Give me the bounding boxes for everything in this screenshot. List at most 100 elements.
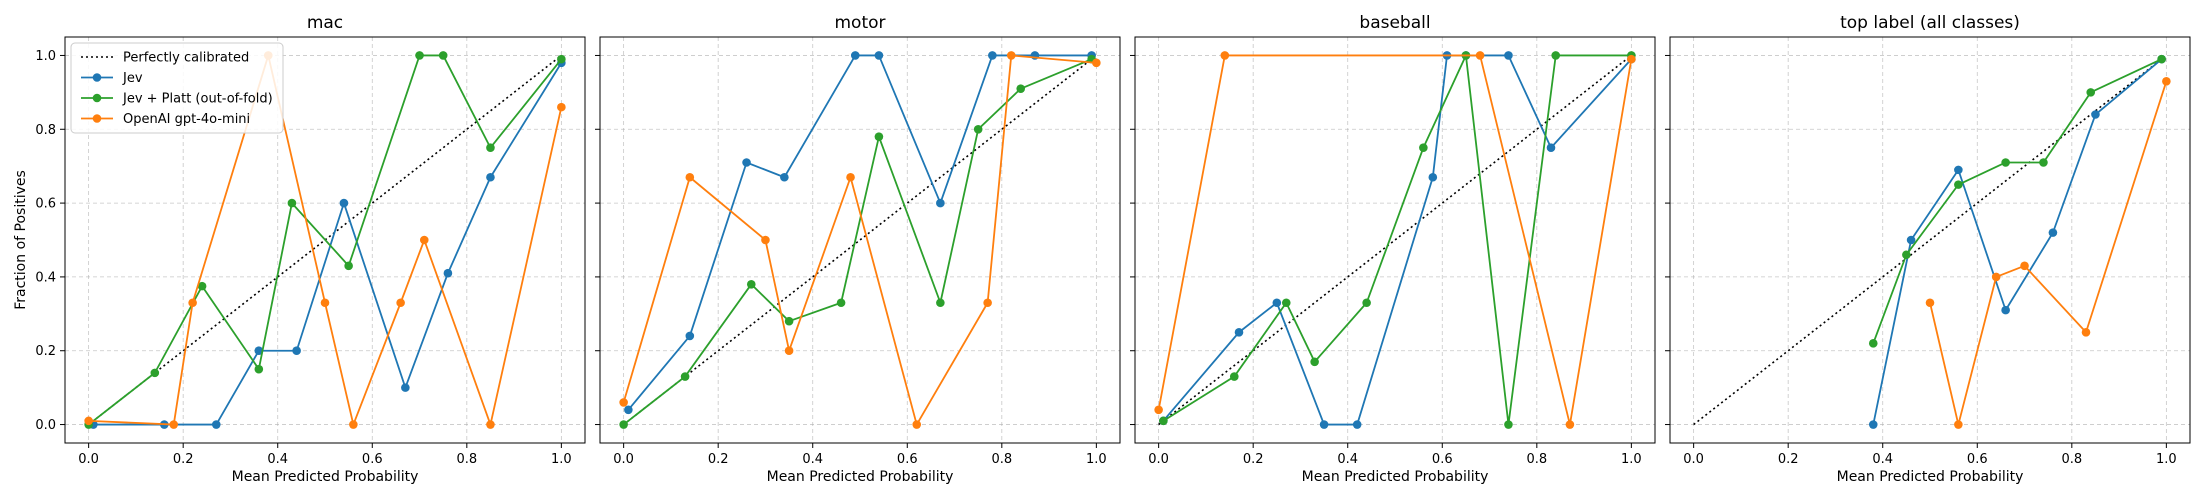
x-tick-label: 0.0 xyxy=(613,452,634,467)
x-tick-label: 0.4 xyxy=(1872,452,1893,467)
data-point xyxy=(197,281,207,291)
plot-frame xyxy=(1134,36,1656,444)
x-tick-label: 0.4 xyxy=(802,452,823,467)
series-openai-gpt-4o-mini xyxy=(84,51,566,429)
x-tick-label: 1.0 xyxy=(1621,452,1642,467)
y-axis-label: Fraction of Positives xyxy=(13,170,29,310)
series-line xyxy=(88,54,563,426)
series-line xyxy=(93,62,563,426)
data-point xyxy=(850,51,860,60)
data-point xyxy=(486,172,495,182)
x-tick-label: 0.8 xyxy=(991,452,1012,467)
data-point xyxy=(1504,420,1513,429)
plot-frame xyxy=(64,36,586,444)
panel-title: motor xyxy=(834,13,885,33)
data-point xyxy=(1868,339,1878,348)
data-point xyxy=(619,420,628,429)
data-point xyxy=(874,51,884,60)
series-openai-gpt-4o-mini xyxy=(1925,76,2171,429)
data-point xyxy=(1319,420,1329,429)
x-tick-label: 0.2 xyxy=(1243,452,1264,467)
series-line xyxy=(1872,58,2163,344)
data-point xyxy=(1991,272,2001,282)
data-point xyxy=(780,172,789,182)
chart-panel-4: 0.0 0.2 0.4 0.6 0.8 1.0 top label (all classes… xyxy=(1665,13,2191,485)
data-point xyxy=(1565,420,1575,429)
data-point xyxy=(419,235,429,245)
series-jev-platt-out-of-fold- xyxy=(1159,51,1636,429)
legend-marker xyxy=(92,114,102,123)
data-point xyxy=(936,298,945,308)
data-point xyxy=(1362,298,1371,308)
data-point xyxy=(396,298,405,308)
data-point xyxy=(1006,51,1016,60)
data-point xyxy=(1428,172,1438,182)
x-tick-label: 0.6 xyxy=(897,452,918,467)
series-line xyxy=(623,58,1092,426)
series-line xyxy=(627,54,1092,411)
x-tick-label: 1.0 xyxy=(1086,452,1107,467)
data-point xyxy=(486,420,495,429)
data-point xyxy=(973,124,983,134)
data-point xyxy=(685,172,695,182)
legend: Perfectly calibrated Jev Jev + Platt (out-… xyxy=(70,42,284,134)
x-axis-label: Mean Predicted Probability xyxy=(767,469,954,485)
legend-item: OpenAI gpt-4o-mini xyxy=(81,112,250,127)
data-point xyxy=(1954,420,1963,429)
y-tick-label: 0.8 xyxy=(35,123,56,138)
series-jev xyxy=(624,51,1096,415)
x-tick-label: 0.2 xyxy=(708,452,729,467)
data-point xyxy=(443,268,453,278)
chart-panel-2: 0.0 0.2 0.4 0.6 0.8 1.0 motor Mean Predicted Pr… xyxy=(595,13,1121,485)
data-point xyxy=(1281,298,1291,308)
x-tick-label: 0.8 xyxy=(2061,452,2082,467)
series-line xyxy=(1929,81,2168,426)
data-point xyxy=(746,279,756,289)
data-point xyxy=(349,420,358,429)
legend-marker xyxy=(92,73,102,82)
chart-panels: 0.0 0.2 0.4 0.6 0.8 1.0 0.0 0.2 0.4 0.6 0.8 1.0 mac M… xyxy=(35,13,2191,485)
perfectly-calibrated-line xyxy=(623,54,1097,426)
data-point xyxy=(912,420,922,429)
data-point xyxy=(1229,372,1239,381)
data-point xyxy=(846,172,855,182)
y-tick-label: 0.4 xyxy=(35,270,56,285)
data-point xyxy=(557,102,566,112)
x-axis-label: Mean Predicted Probability xyxy=(1302,469,1489,485)
data-point xyxy=(836,298,846,308)
data-point xyxy=(1551,51,1561,60)
data-point xyxy=(401,383,410,392)
x-tick-label: 0.2 xyxy=(173,452,194,467)
x-tick-label: 0.0 xyxy=(78,452,99,467)
data-point xyxy=(936,198,945,208)
y-tick-label: 0.6 xyxy=(35,197,56,212)
legend-label: Jev + Platt (out-of-fold) xyxy=(122,92,273,107)
data-point xyxy=(344,261,353,271)
data-point xyxy=(680,372,690,381)
x-tick-label: 0.0 xyxy=(1683,452,1704,467)
x-tick-label: 0.8 xyxy=(1526,452,1547,467)
data-point xyxy=(1220,51,1230,60)
legend-item: Jev xyxy=(81,71,143,86)
data-point xyxy=(983,298,992,308)
data-point xyxy=(2039,158,2048,167)
data-point xyxy=(287,198,297,208)
y-tick-label: 0.2 xyxy=(35,344,56,359)
data-point xyxy=(292,346,301,356)
data-point xyxy=(1868,420,1878,429)
panel-title: baseball xyxy=(1359,13,1430,33)
data-point xyxy=(188,298,197,308)
data-point xyxy=(557,54,566,64)
data-point xyxy=(1925,298,1935,308)
plot-frame xyxy=(599,36,1121,444)
legend-item: Perfectly calibrated xyxy=(81,51,249,66)
data-point xyxy=(2162,76,2171,86)
series-jev-platt-out-of-fold- xyxy=(1868,54,2166,348)
legend-marker xyxy=(92,93,102,103)
data-point xyxy=(254,346,264,356)
data-point xyxy=(1154,405,1163,415)
data-point xyxy=(988,51,997,60)
chart-panel-3: 0.0 0.2 0.4 0.6 0.8 1.0 baseball Mean Predicted… xyxy=(1130,13,1656,485)
x-axis-label: Mean Predicted Probability xyxy=(232,469,419,485)
panel-title: top label (all classes) xyxy=(1840,13,2020,33)
